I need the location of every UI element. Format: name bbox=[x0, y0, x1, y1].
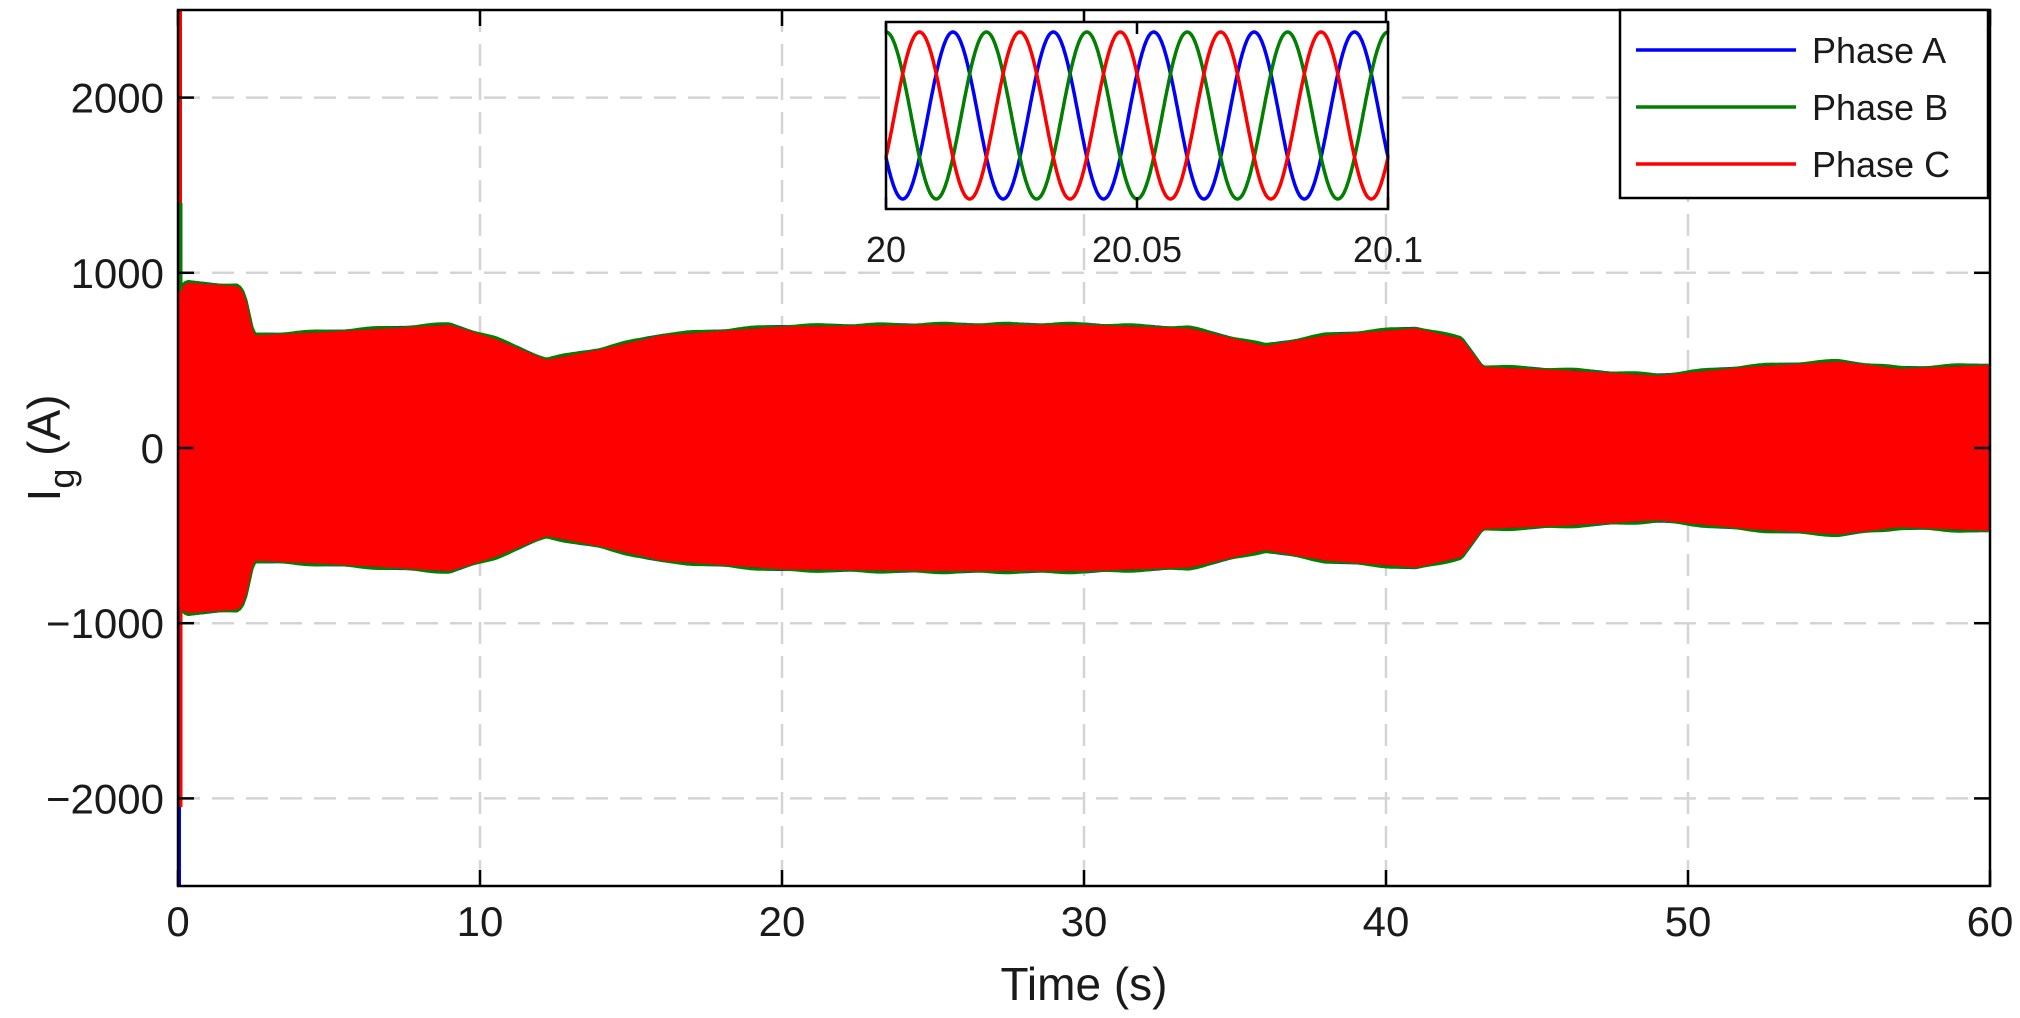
legend-label: Phase B bbox=[1812, 87, 1948, 128]
y-tick-label: −2000 bbox=[46, 775, 164, 822]
y-tick-label: 0 bbox=[141, 425, 164, 472]
inset-ticks: 20 20.05 20.1 bbox=[866, 22, 1423, 270]
phase-b-envelope-bottom bbox=[181, 519, 1989, 617]
x-tick-label: 30 bbox=[1061, 898, 1108, 945]
legend-label: Phase A bbox=[1812, 30, 1946, 71]
x-tick-label: 60 bbox=[1967, 898, 2014, 945]
phase-b-envelope-top bbox=[181, 279, 1989, 377]
phase-c-fill bbox=[182, 282, 1989, 614]
y-tick-label: −1000 bbox=[46, 600, 164, 647]
x-axis-title: Time (s) bbox=[1001, 958, 1168, 1010]
y-axis-title-symbol: I bbox=[18, 489, 70, 502]
legend-box bbox=[1618, 8, 1990, 200]
y-tick-label: 1000 bbox=[71, 250, 164, 297]
x-tick-label: 10 bbox=[457, 898, 504, 945]
y-axis-title-unit: (A) bbox=[18, 395, 70, 469]
inset-x-tick-label: 20 bbox=[866, 229, 906, 270]
x-tick-label: 20 bbox=[759, 898, 806, 945]
y-tick-label: 2000 bbox=[71, 75, 164, 122]
inset-plot: 20 20.05 20.1 bbox=[866, 20, 1423, 270]
inset-x-tick-label: 20.05 bbox=[1092, 229, 1182, 270]
x-tick-label: 0 bbox=[166, 898, 189, 945]
inset-area bbox=[886, 22, 1388, 209]
y-axis-title: Ig (A) bbox=[18, 395, 82, 502]
traces bbox=[177, 10, 1989, 886]
tick-labels: 0 10 20 30 40 50 60 −2000 −1000 0 1000 2000 bbox=[46, 75, 2013, 945]
legend-label: Phase C bbox=[1812, 144, 1950, 185]
inset-phase-c-line bbox=[884, 30, 1390, 201]
inset-x-tick-label: 20.1 bbox=[1353, 229, 1423, 270]
x-tick-label: 40 bbox=[1363, 898, 1410, 945]
legend: Phase A Phase B Phase C bbox=[1618, 8, 1990, 200]
x-tick-label: 50 bbox=[1665, 898, 1712, 945]
y-axis-title-subscript: g bbox=[41, 469, 82, 489]
